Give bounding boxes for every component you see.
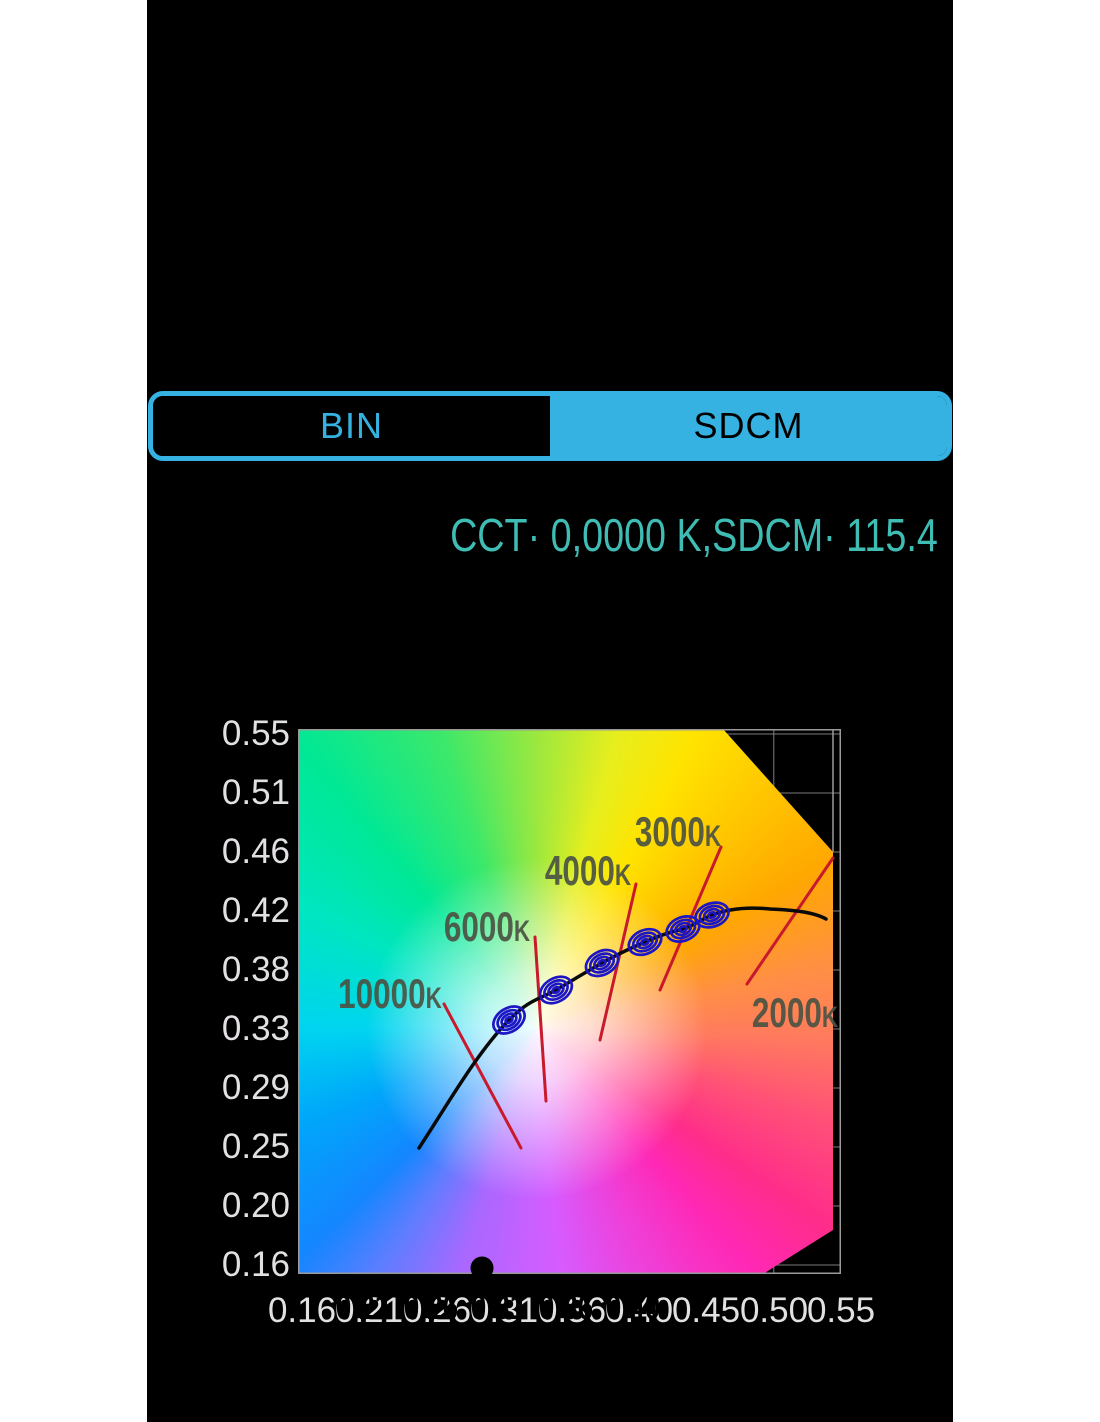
y-tick-label: 0.46: [221, 832, 290, 871]
sdcm-ellipse-ring: [698, 904, 726, 926]
sdcm-ellipse-ring: [640, 937, 650, 947]
y-tick-label: 0.16: [221, 1245, 290, 1284]
tab-sdcm-label: SDCM: [693, 405, 804, 446]
y-tick-label: 0.25: [221, 1127, 290, 1166]
tab-bar: BIN SDCM: [148, 391, 952, 461]
y-tick-label: 0.20: [221, 1186, 290, 1225]
sdcm-ellipse-ring: [627, 927, 663, 957]
sdcm-ellipse-ring: [597, 958, 607, 968]
x-tick-label: 0.21: [334, 1291, 404, 1330]
cct-label-number: 2000: [752, 989, 822, 1037]
x-tick-label: 0.55: [806, 1291, 876, 1330]
cct-label-4000k: 4000K: [545, 847, 631, 895]
tab-bin-label: BIN: [319, 405, 383, 446]
sdcm-ellipse-ring: [694, 901, 730, 929]
y-tick-label: 0.42: [221, 891, 290, 930]
iso-cct-line-10000k: [442, 1002, 523, 1150]
x-tick-label-overlay: 0.26: [403, 1288, 459, 1327]
sdcm-ellipse-ring: [496, 1008, 522, 1032]
sdcm-ellipse-group: [492, 1005, 526, 1035]
cct-label-k-suffix: K: [822, 1000, 838, 1034]
sdcm-ellipse-ring: [636, 934, 654, 950]
sdcm-ellipse-ring: [500, 1012, 518, 1028]
iso-cct-line-6000k: [533, 935, 548, 1103]
iso-cct-line-3000k: [658, 845, 723, 992]
x-tick-label-overlay: 0.21: [335, 1288, 391, 1327]
app-screen: BIN SDCM CCT· 0,0000 K,SDCM· 115.4 10000…: [147, 0, 953, 1422]
sdcm-ellipse-ring: [551, 985, 561, 995]
cct-label-number: 3000: [635, 808, 705, 856]
x-tick-label: 0.16: [267, 1291, 337, 1330]
x-tick-label: 0.50: [739, 1291, 809, 1330]
cct-label-2000k: 2000K: [752, 989, 838, 1037]
x-tick-label: 0.36: [537, 1291, 607, 1330]
x-tick-label: 0.31: [469, 1291, 539, 1330]
sdcm-ellipse-group: [665, 915, 701, 943]
cct-label-k-suffix: K: [426, 981, 442, 1015]
sdcm-ellipse-ring: [669, 918, 697, 940]
cct-label-k-suffix: K: [615, 858, 631, 892]
sdcm-ellipse-ring: [543, 979, 569, 1001]
iso-cct-line-2000k: [745, 856, 835, 986]
cct-label-number: 4000: [545, 847, 615, 895]
sdcm-ellipse-ring: [707, 910, 717, 920]
x-tick-label: 0.40: [604, 1291, 674, 1330]
cct-sdcm-reading: CCT· 0,0000 K,SDCM· 115.4: [450, 509, 938, 561]
sdcm-ellipse-ring: [593, 955, 611, 971]
sdcm-ellipse-ring: [673, 921, 693, 937]
sdcm-ellipse-ring: [678, 924, 688, 934]
x-tick-label-overlay: 0.31: [470, 1288, 526, 1327]
chromaticity-chart: 10000K 6000K 4000K 3000K 2000K: [298, 729, 841, 1274]
sdcm-ellipse-ring: [631, 931, 659, 953]
sdcm-ellipse-ring: [584, 948, 620, 978]
cct-label-number: 6000: [444, 903, 514, 951]
tab-bin[interactable]: BIN: [153, 396, 550, 456]
cct-label-3000k: 3000K: [635, 808, 721, 856]
sdcm-ellipse-ring: [504, 1015, 514, 1025]
y-tick-label: 0.33: [221, 1009, 290, 1048]
sdcm-ellipse-group: [538, 975, 574, 1005]
cct-label-k-suffix: K: [705, 819, 721, 853]
x-tick-label: 0.45: [671, 1291, 741, 1330]
sdcm-ellipse-ring: [492, 1005, 526, 1035]
tab-sdcm[interactable]: SDCM: [550, 396, 947, 456]
y-tick-label: 0.55: [221, 714, 290, 753]
sdcm-ellipse-ring: [702, 907, 722, 923]
cie-gamut-area: [298, 729, 833, 1274]
x-tick-label: 0.26: [402, 1291, 472, 1330]
sdcm-ellipse-ring: [665, 915, 701, 943]
cct-label-k-suffix: K: [514, 914, 530, 948]
cct-label-number: 10000: [338, 970, 426, 1018]
y-tick-label: 0.51: [221, 773, 290, 812]
sdcm-ellipse-group: [584, 948, 620, 978]
measurement-point: [470, 1256, 494, 1274]
y-tick-label: 0.38: [221, 950, 290, 989]
x-tick-label-overlay: 0.40: [605, 1288, 661, 1327]
cct-label-10000k: 10000K: [338, 970, 442, 1018]
plot-border: [298, 729, 841, 1274]
sdcm-ellipse-ring: [538, 975, 574, 1005]
sdcm-ellipse-group: [627, 927, 663, 957]
x-tick-label-overlay: 0.36: [538, 1288, 594, 1327]
sdcm-ellipse-ring: [588, 952, 616, 974]
y-tick-label: 0.29: [221, 1068, 290, 1107]
cct-label-6000k: 6000K: [444, 903, 530, 951]
sdcm-ellipse-group: [694, 901, 730, 929]
sdcm-ellipse-ring: [547, 982, 565, 998]
